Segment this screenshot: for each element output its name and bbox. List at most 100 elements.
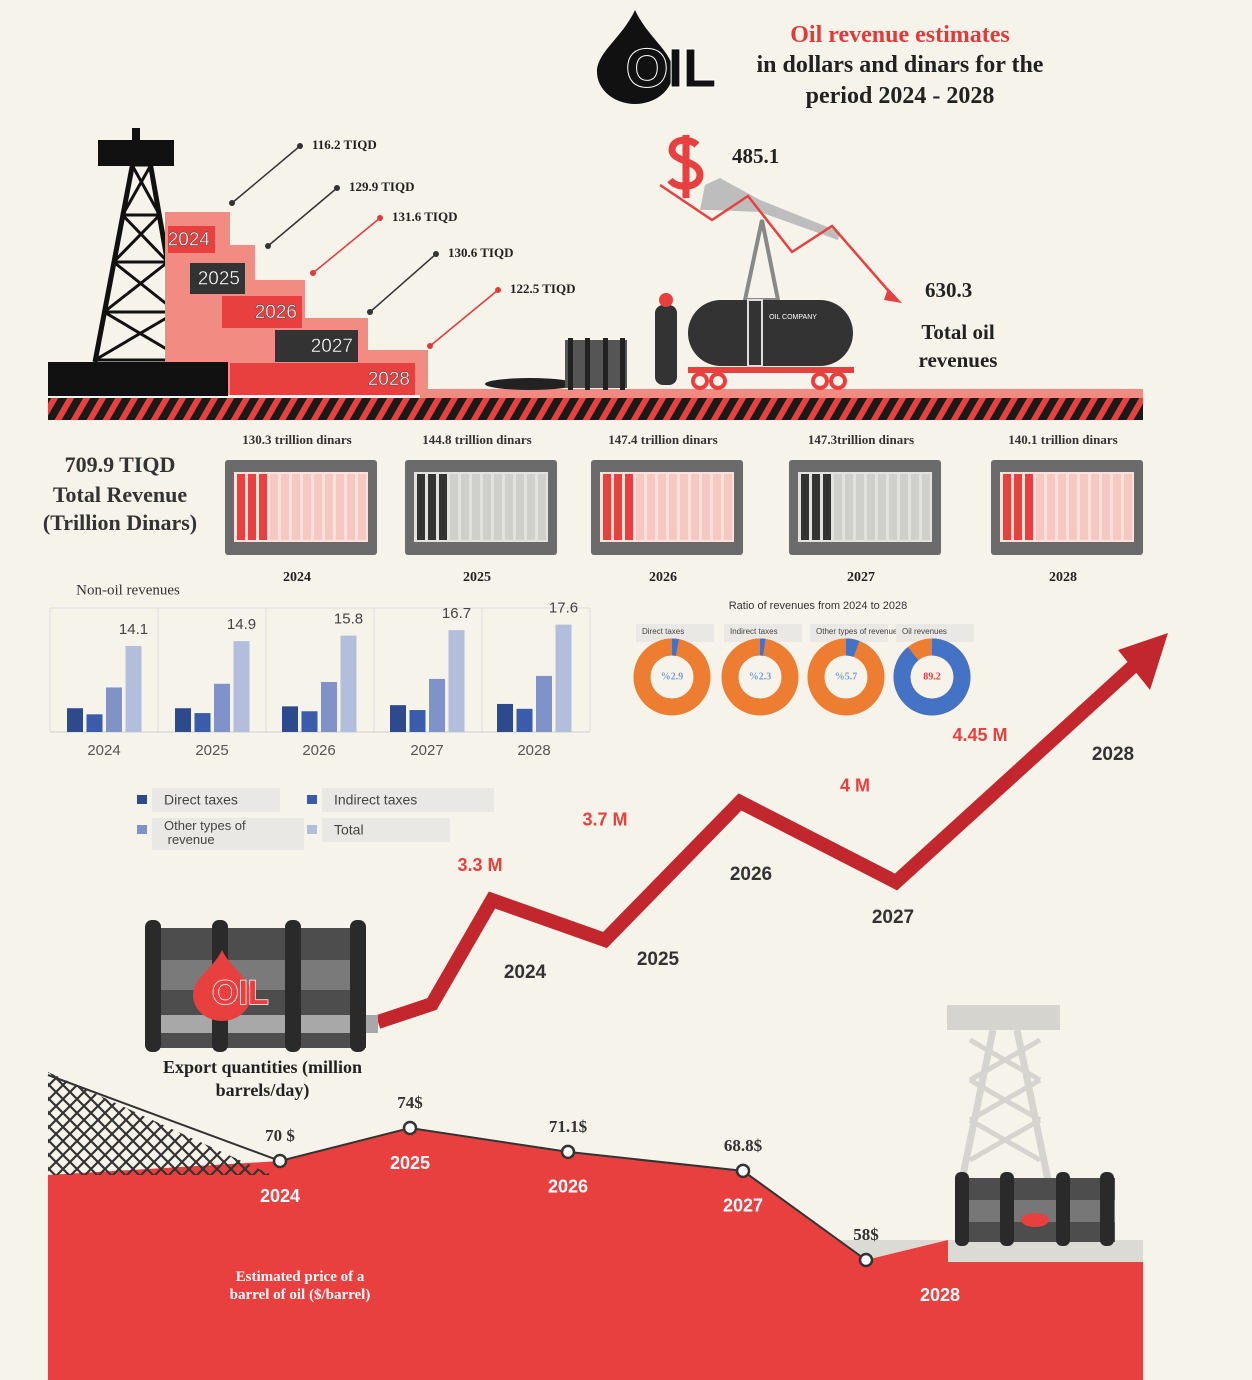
leader-line xyxy=(232,146,300,203)
container-slat xyxy=(538,474,546,540)
leader-line xyxy=(430,290,498,346)
container-slat xyxy=(900,474,908,540)
donut-label: 89.2 xyxy=(923,671,941,682)
container-slat xyxy=(450,474,458,540)
ground-line xyxy=(420,389,1143,399)
pumpjack-tower xyxy=(745,220,778,300)
export-value: 4 M xyxy=(840,776,870,796)
stair-label: 122.5 TIQD xyxy=(510,281,576,296)
legend-swatch xyxy=(307,795,317,804)
title: Oil revenue estimates xyxy=(745,20,1055,50)
price-label: 71.1$ xyxy=(549,1117,588,1136)
export-value: 4.45 M xyxy=(952,725,1007,745)
container-slat xyxy=(713,474,721,540)
subtitle-line: in dollars and dinars for the xyxy=(735,50,1065,81)
container-slat xyxy=(845,474,853,540)
barrel-post xyxy=(955,1172,969,1246)
container-slat xyxy=(325,474,333,540)
container-slat xyxy=(494,474,502,540)
stair-year: 2027 xyxy=(311,336,353,357)
container-slat xyxy=(314,474,322,540)
barrel-post xyxy=(1056,1172,1070,1246)
price-label: 68.8$ xyxy=(724,1136,763,1155)
export-year: 2028 xyxy=(1092,744,1134,765)
export-year: 2025 xyxy=(637,949,680,970)
price-year: 2026 xyxy=(548,1177,588,1197)
container-slat xyxy=(347,474,355,540)
donut-label: %2.9 xyxy=(661,671,684,682)
data-label: 14.9 xyxy=(227,616,256,633)
container-slat xyxy=(281,474,289,540)
leader-line xyxy=(268,188,337,246)
bar xyxy=(126,646,142,732)
container-slat xyxy=(636,474,644,540)
price-point xyxy=(562,1146,574,1158)
bar xyxy=(410,710,426,732)
worker xyxy=(655,305,677,385)
container-year: 2027 xyxy=(847,570,875,585)
bar xyxy=(517,709,533,732)
stair-year: 2026 xyxy=(255,302,297,323)
container-slat xyxy=(248,474,256,540)
leader-dot xyxy=(310,270,316,276)
container-slat xyxy=(270,474,278,540)
container-label: 147.3trillion dinars xyxy=(808,432,914,447)
legend-swatch xyxy=(137,825,147,834)
infographic: OIL2024116.2 TIQD2025129.9 TIQD2026131.6… xyxy=(0,0,1252,1380)
data-label: 17.6 xyxy=(549,600,578,617)
container-slat xyxy=(439,474,447,540)
leader-dot xyxy=(297,143,303,149)
barrel-post xyxy=(350,920,366,1052)
container-slat xyxy=(702,474,710,540)
container-slat xyxy=(1069,474,1077,540)
container-slat xyxy=(856,474,864,540)
leader-dot xyxy=(377,215,383,221)
barrel-post xyxy=(285,920,301,1052)
legend-label: Indirect taxes xyxy=(334,792,417,808)
container-slat xyxy=(417,474,425,540)
export-year: 2024 xyxy=(504,962,547,983)
stair-label: 130.6 TIQD xyxy=(448,245,514,260)
container-slat xyxy=(867,474,875,540)
oil-spill xyxy=(485,378,575,390)
bar xyxy=(106,687,122,732)
derrick-cap xyxy=(98,140,174,166)
subtitle: in dollars and dinars for the period 202… xyxy=(735,50,1065,112)
stair-label: 131.6 TIQD xyxy=(392,209,458,224)
container-slat xyxy=(1025,474,1033,540)
container-slat xyxy=(472,474,480,540)
container-slat xyxy=(1036,474,1044,540)
container-slat xyxy=(669,474,677,540)
container-slat xyxy=(1014,474,1022,540)
legend-label: Total xyxy=(334,822,364,838)
export-value: 3.7 M xyxy=(582,810,627,830)
container-slat xyxy=(358,474,366,540)
container-slat xyxy=(505,474,513,540)
barrel-logo: OIL xyxy=(212,974,269,1012)
small-barrel-post xyxy=(585,338,590,390)
container-slat xyxy=(1047,474,1055,540)
data-label: 15.8 xyxy=(334,611,363,628)
price-label: 74$ xyxy=(397,1093,423,1112)
dollar-end: 630.3 xyxy=(925,278,972,302)
bar xyxy=(282,706,298,732)
leader-dot xyxy=(229,200,235,206)
container-slat xyxy=(823,474,831,540)
price-year: 2024 xyxy=(260,1186,300,1206)
barrel-post xyxy=(1100,1172,1114,1246)
total-revenue-caption: Total Revenue (Trillion Dinars) xyxy=(40,481,200,537)
price-point xyxy=(860,1254,872,1266)
container-slat xyxy=(812,474,820,540)
tank-platform xyxy=(688,367,854,373)
price-label: 58$ xyxy=(853,1225,879,1244)
container-slat xyxy=(889,474,897,540)
donut-title: Ratio of revenues from 2024 to 2028 xyxy=(729,600,908,612)
stair-year: 2028 xyxy=(368,369,410,390)
container-slat xyxy=(1080,474,1088,540)
bar xyxy=(67,708,83,732)
dollar-start: 485.1 xyxy=(732,144,779,168)
export-year: 2027 xyxy=(872,907,914,928)
donut-legend: Other types of revenue xyxy=(816,627,898,636)
small-barrel-post xyxy=(620,338,625,390)
container-slat xyxy=(680,474,688,540)
